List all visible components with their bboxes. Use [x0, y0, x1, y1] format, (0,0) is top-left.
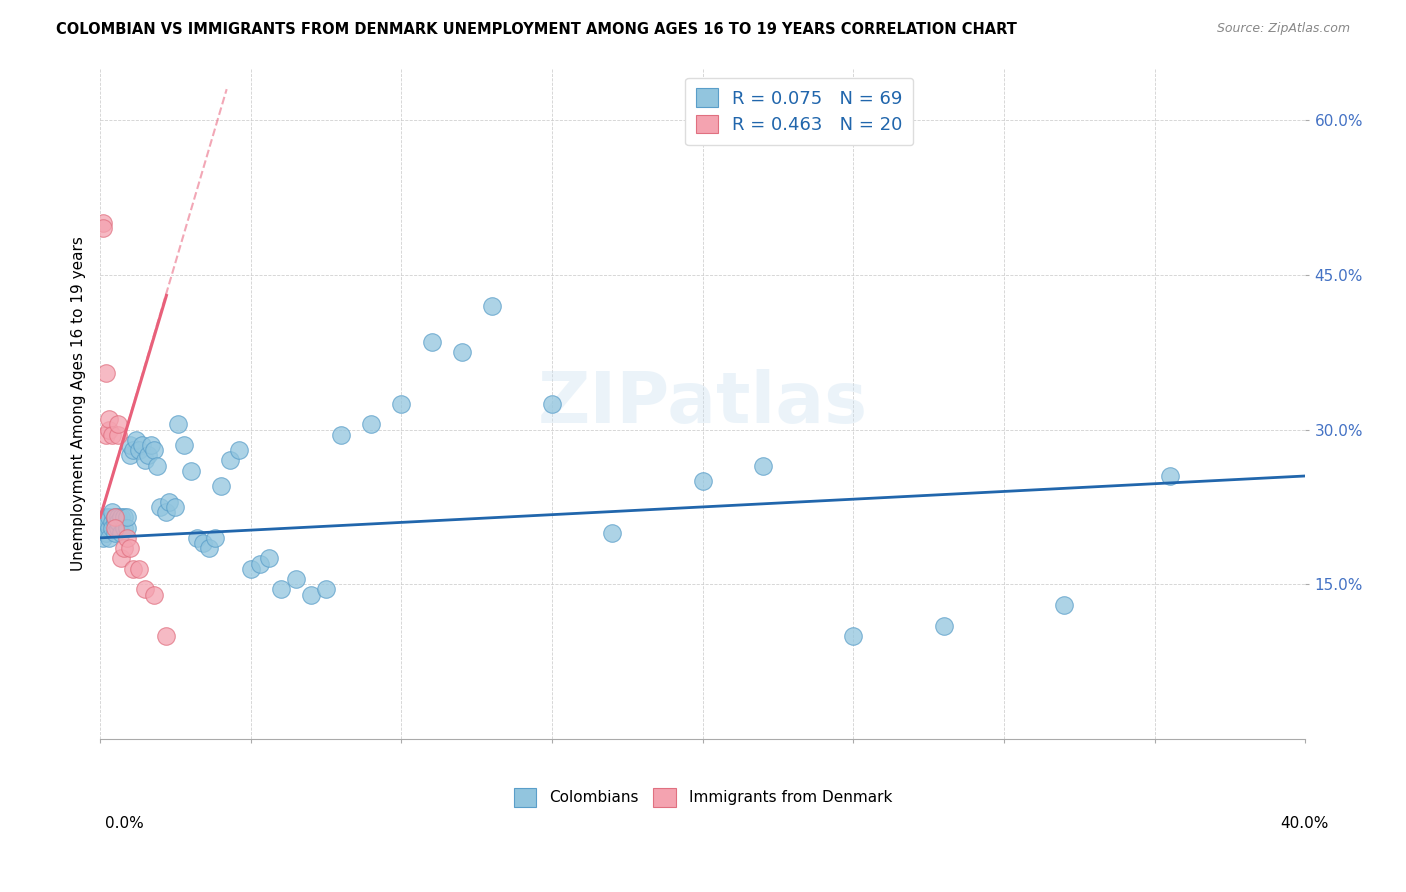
Point	[204, 531, 226, 545]
Point	[197, 541, 219, 556]
Point	[117, 531, 139, 545]
Point	[96, 525, 118, 540]
Point	[120, 541, 142, 556]
Point	[209, 479, 232, 493]
Point	[120, 438, 142, 452]
Point	[842, 629, 865, 643]
Point	[191, 536, 214, 550]
Point	[112, 541, 135, 556]
Point	[159, 495, 181, 509]
Point	[107, 520, 129, 534]
Point	[143, 588, 166, 602]
Point	[104, 516, 127, 530]
Point	[101, 520, 124, 534]
Point	[149, 500, 172, 514]
Point	[481, 299, 503, 313]
Point	[330, 427, 353, 442]
Point	[692, 474, 714, 488]
Text: 0.0%: 0.0%	[105, 816, 145, 831]
Point	[91, 216, 114, 230]
Point	[91, 516, 114, 530]
Point	[117, 510, 139, 524]
Point	[110, 510, 132, 524]
Point	[239, 562, 262, 576]
Point	[257, 551, 280, 566]
Point	[98, 423, 121, 437]
Point	[165, 500, 187, 514]
Point	[104, 525, 127, 540]
Text: ZIPatlas: ZIPatlas	[537, 369, 868, 438]
Point	[315, 582, 337, 597]
Point	[249, 557, 271, 571]
Point	[91, 221, 114, 235]
Point	[173, 438, 195, 452]
Point	[752, 458, 775, 473]
Point	[98, 510, 121, 524]
Point	[932, 618, 955, 632]
Point	[128, 443, 150, 458]
Point	[420, 334, 443, 349]
Point	[96, 366, 118, 380]
Point	[117, 520, 139, 534]
Text: Source: ZipAtlas.com: Source: ZipAtlas.com	[1216, 22, 1350, 36]
Point	[180, 464, 202, 478]
Point	[128, 562, 150, 576]
Point	[104, 510, 127, 524]
Point	[104, 510, 127, 524]
Point	[146, 458, 169, 473]
Point	[107, 510, 129, 524]
Point	[107, 516, 129, 530]
Point	[299, 588, 322, 602]
Point	[120, 448, 142, 462]
Point	[228, 443, 250, 458]
Point	[107, 417, 129, 432]
Point	[602, 525, 624, 540]
Point	[101, 505, 124, 519]
Point	[1053, 598, 1076, 612]
Point	[138, 448, 160, 462]
Point	[107, 427, 129, 442]
Point	[101, 516, 124, 530]
Y-axis label: Unemployment Among Ages 16 to 19 years: Unemployment Among Ages 16 to 19 years	[72, 236, 86, 571]
Point	[110, 525, 132, 540]
Point	[541, 397, 564, 411]
Point	[98, 531, 121, 545]
Point	[285, 572, 308, 586]
Point	[167, 417, 190, 432]
Point	[91, 531, 114, 545]
Point	[122, 443, 145, 458]
Text: COLOMBIAN VS IMMIGRANTS FROM DENMARK UNEMPLOYMENT AMONG AGES 16 TO 19 YEARS CORR: COLOMBIAN VS IMMIGRANTS FROM DENMARK UNE…	[56, 22, 1017, 37]
Point	[131, 438, 153, 452]
Point	[96, 510, 118, 524]
Point	[134, 582, 156, 597]
Point	[98, 520, 121, 534]
Point	[155, 629, 177, 643]
Point	[143, 443, 166, 458]
Point	[125, 433, 148, 447]
Point	[141, 438, 163, 452]
Point	[270, 582, 292, 597]
Point	[1159, 469, 1181, 483]
Point	[134, 453, 156, 467]
Point	[450, 345, 472, 359]
Point	[96, 516, 118, 530]
Point	[110, 551, 132, 566]
Point	[112, 520, 135, 534]
Point	[98, 412, 121, 426]
Point	[112, 510, 135, 524]
Point	[155, 505, 177, 519]
Point	[218, 453, 240, 467]
Point	[101, 427, 124, 442]
Point	[122, 562, 145, 576]
Point	[360, 417, 382, 432]
Point	[96, 427, 118, 442]
Point	[391, 397, 413, 411]
Text: 40.0%: 40.0%	[1281, 816, 1329, 831]
Point	[104, 520, 127, 534]
Point	[186, 531, 208, 545]
Legend: Colombians, Immigrants from Denmark: Colombians, Immigrants from Denmark	[508, 782, 898, 813]
